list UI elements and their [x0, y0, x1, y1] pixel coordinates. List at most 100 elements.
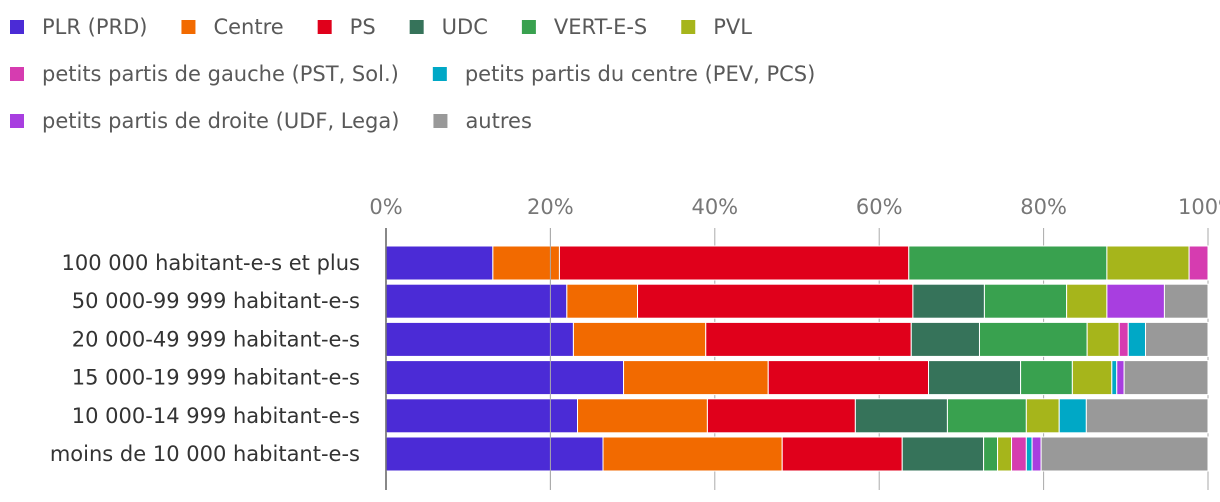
bar-segment[interactable]	[1031, 436, 1042, 472]
bar-segment[interactable]	[978, 321, 1088, 357]
bar-segment[interactable]	[385, 283, 568, 319]
bar-row	[385, 398, 1209, 434]
legend-swatch	[10, 67, 24, 81]
bar-segment[interactable]	[1123, 360, 1209, 396]
bar-segment[interactable]	[908, 245, 1108, 281]
bar-segment[interactable]	[1040, 436, 1209, 472]
category-label: 50 000-99 999 habitant-e-s	[72, 289, 360, 313]
legend-label: petits partis de droite (UDF, Lega)	[42, 109, 399, 133]
bar-segment[interactable]	[1066, 283, 1108, 319]
bar-segment[interactable]	[946, 398, 1027, 434]
bar-segment[interactable]	[1058, 398, 1087, 434]
legend-label: PVL	[713, 15, 752, 39]
bar-segment[interactable]	[901, 436, 985, 472]
legend-swatch	[433, 114, 448, 128]
bar-segment[interactable]	[623, 360, 769, 396]
x-tick-label: 0%	[369, 195, 402, 219]
bars	[385, 245, 1209, 472]
bar-row	[385, 321, 1209, 357]
bar-segment[interactable]	[997, 436, 1013, 472]
bar-segment[interactable]	[1118, 321, 1129, 357]
x-tick-label: 80%	[1020, 195, 1067, 219]
category-label: 10 000-14 999 habitant-e-s	[72, 404, 360, 428]
bar-segment[interactable]	[912, 283, 985, 319]
bar-segment[interactable]	[706, 398, 856, 434]
legend-item[interactable]: petits partis de droite (UDF, Lega)	[10, 109, 399, 133]
legend-swatch	[10, 20, 24, 34]
bar-segment[interactable]	[1106, 245, 1190, 281]
bar-segment[interactable]	[637, 283, 914, 319]
legend-item[interactable]: PLR (PRD)	[10, 15, 147, 39]
category-labels: 100 000 habitant-e-s et plus 50 000-99 99…	[50, 251, 360, 466]
legend-item[interactable]: Centre	[181, 15, 284, 39]
bar-segment[interactable]	[385, 321, 574, 357]
legend-swatch	[10, 114, 24, 128]
bar-segment[interactable]	[705, 321, 912, 357]
legend-item[interactable]: UDC	[409, 15, 488, 39]
category-label: 15 000-19 999 habitant-e-s	[72, 366, 360, 390]
bar-segment[interactable]	[1011, 436, 1027, 472]
bar-segment[interactable]	[602, 436, 783, 472]
bar-segment[interactable]	[983, 283, 1068, 319]
legend-item[interactable]: PVL	[681, 15, 752, 39]
legend: PLR (PRD) Centre PS UDC VERT-E-S PVL petits pa…	[10, 15, 815, 133]
bar-segment[interactable]	[767, 360, 930, 396]
bar-segment[interactable]	[1025, 436, 1033, 472]
legend-swatch	[521, 20, 536, 34]
bar-segment[interactable]	[1106, 283, 1165, 319]
bar-segment[interactable]	[1163, 283, 1209, 319]
bar-row	[385, 245, 1209, 281]
x-tick-label: 20%	[527, 195, 574, 219]
bar-segment[interactable]	[492, 245, 560, 281]
legend-label: PLR (PRD)	[42, 15, 147, 39]
bar-segment[interactable]	[566, 283, 639, 319]
category-label: 100 000 habitant-e-s et plus	[62, 251, 360, 275]
bar-segment[interactable]	[1085, 398, 1209, 434]
bar-segment[interactable]	[1145, 321, 1209, 357]
legend-swatch	[181, 20, 196, 34]
bar-segment[interactable]	[1188, 245, 1209, 281]
bar-segment[interactable]	[385, 245, 494, 281]
bar-row	[385, 283, 1209, 319]
bar-row	[385, 360, 1209, 396]
bar-segment[interactable]	[1020, 360, 1073, 396]
bar-segment[interactable]	[1025, 398, 1060, 434]
legend-item[interactable]: petits partis de gauche (PST, Sol.)	[10, 62, 399, 86]
legend-item[interactable]: PS	[317, 15, 376, 39]
x-tick-label: 40%	[691, 195, 738, 219]
legend-item[interactable]: VERT-E-S	[521, 15, 647, 39]
bar-segment[interactable]	[385, 436, 604, 472]
bar-segment[interactable]	[1071, 360, 1113, 396]
legend-swatch	[432, 67, 447, 81]
bar-segment[interactable]	[1116, 360, 1125, 396]
bar-segment[interactable]	[385, 398, 579, 434]
category-label: moins de 10 000 habitant-e-s	[50, 442, 360, 466]
bar-segment[interactable]	[577, 398, 708, 434]
bar-segment[interactable]	[1127, 321, 1147, 357]
bar-row	[385, 436, 1209, 472]
legend-label: PS	[350, 15, 376, 39]
bar-segment[interactable]	[910, 321, 980, 357]
legend-label: autres	[465, 109, 531, 133]
x-tick-label: 100%	[1178, 195, 1220, 219]
legend-swatch	[409, 20, 424, 34]
bar-segment[interactable]	[572, 321, 707, 357]
legend-label: petits partis du centre (PEV, PCS)	[465, 62, 815, 86]
legend-item[interactable]: autres	[433, 109, 532, 133]
legend-swatch	[317, 20, 332, 34]
x-tick-label: 60%	[856, 195, 903, 219]
bar-segment[interactable]	[854, 398, 948, 434]
legend-label: UDC	[442, 15, 488, 39]
legend-label: Centre	[213, 15, 283, 39]
legend-item[interactable]: petits partis du centre (PEV, PCS)	[432, 62, 815, 86]
bar-segment[interactable]	[1086, 321, 1120, 357]
bar-segment[interactable]	[928, 360, 1022, 396]
legend-label: VERT-E-S	[554, 15, 647, 39]
bar-segment[interactable]	[558, 245, 910, 281]
bar-segment[interactable]	[1111, 360, 1118, 396]
bar-segment[interactable]	[983, 436, 999, 472]
category-label: 20 000-49 999 habitant-e-s	[72, 327, 360, 351]
bar-segment[interactable]	[781, 436, 903, 472]
bar-segment[interactable]	[385, 360, 625, 396]
